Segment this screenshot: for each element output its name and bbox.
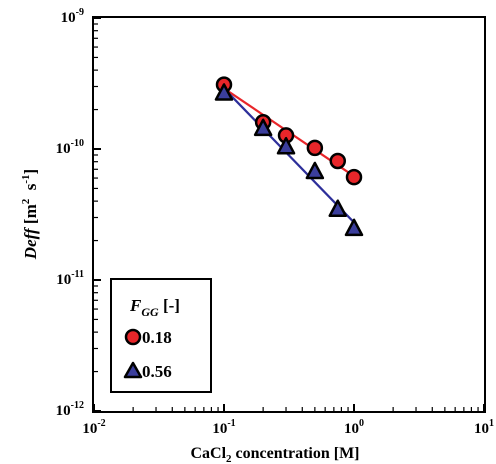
data-point-triangle: [328, 199, 348, 217]
x-axis-label: CaCl2 concentration [M]: [190, 445, 359, 464]
y-axis-label: Deff [m2 s-1]: [20, 169, 40, 260]
x-tick-label: 10-2: [82, 418, 105, 437]
y-tick-label: 10-12: [56, 400, 84, 419]
legend-label-series-1: 0.18: [142, 328, 172, 347]
x-tick-label: 10-1: [212, 418, 235, 437]
legend-title: FGG [-]: [129, 296, 180, 319]
trendline-0.56: [223, 87, 355, 224]
data-point-circle: [306, 139, 324, 157]
data-point-triangle: [276, 136, 296, 155]
legend: FGG [-] 0.18 0.56: [110, 278, 212, 393]
data-point-circle: [345, 168, 363, 186]
y-tick-label: 10-9: [61, 7, 84, 26]
tick-layer: 10-2 10-1 100 101 10-12 10-11 10-10 10-9: [56, 7, 494, 437]
x-tick-label: 101: [474, 418, 494, 437]
legend-label-series-2: 0.56: [142, 362, 172, 381]
data-point-triangle: [214, 83, 234, 101]
legend-marker-circle: [124, 328, 142, 346]
y-tick-label: 10-11: [56, 269, 84, 288]
y-tick-label: 10-10: [56, 138, 84, 157]
data-point-triangle: [253, 118, 273, 137]
legend-marker-triangle: [123, 361, 143, 379]
marker-layer: [214, 76, 364, 237]
data-point-triangle: [344, 218, 364, 237]
plot-frame: [92, 16, 486, 413]
x-tick-label: 100: [344, 418, 364, 437]
data-point-triangle: [305, 161, 325, 180]
data-point-circle: [329, 152, 347, 170]
